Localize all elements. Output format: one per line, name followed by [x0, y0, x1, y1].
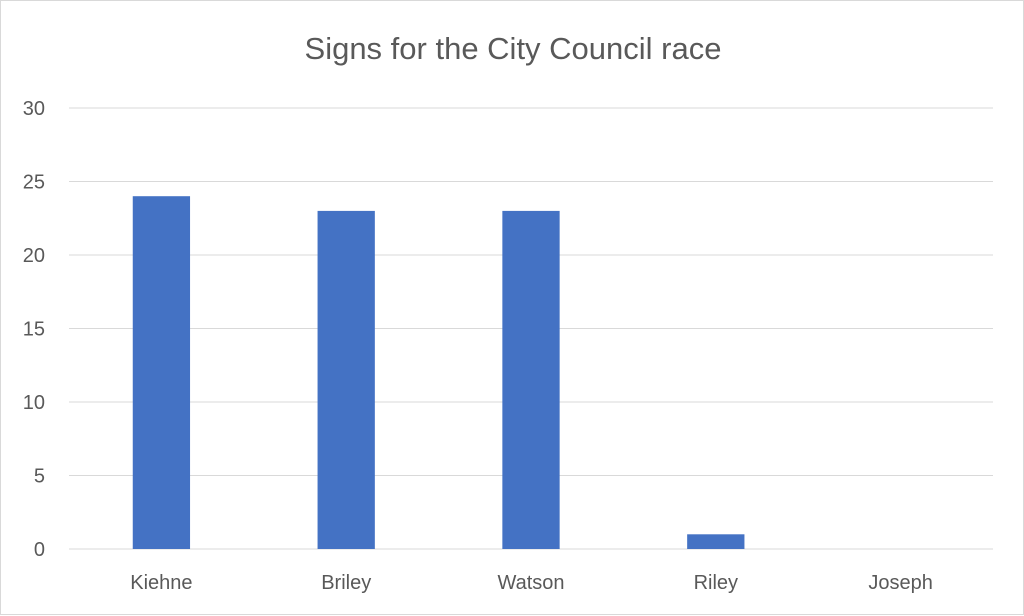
y-tick-label: 0 [34, 539, 45, 561]
x-tick-label: Kiehne [130, 572, 192, 594]
x-tick-label: Watson [497, 572, 564, 594]
x-tick-label: Riley [694, 572, 738, 594]
bars [132, 196, 745, 549]
y-tick-label: 15 [23, 319, 45, 341]
bar-briley [317, 210, 375, 549]
y-tick-label: 30 [23, 98, 45, 120]
chart-title: Signs for the City Council race [305, 31, 722, 66]
x-axis-ticks: Kiehne Briley Watson Riley Joseph [130, 572, 933, 594]
y-tick-label: 10 [23, 392, 45, 414]
bar-kiehne [132, 196, 191, 549]
y-tick-label: 25 [23, 172, 45, 194]
y-tick-label: 20 [23, 245, 45, 267]
bar-riley [687, 534, 745, 549]
x-tick-label: Joseph [868, 572, 933, 594]
y-tick-label: 5 [34, 466, 45, 488]
x-tick-label: Briley [321, 572, 371, 594]
y-axis-ticks: 0 5 10 15 20 25 30 [23, 98, 45, 561]
bar-watson [502, 210, 560, 549]
